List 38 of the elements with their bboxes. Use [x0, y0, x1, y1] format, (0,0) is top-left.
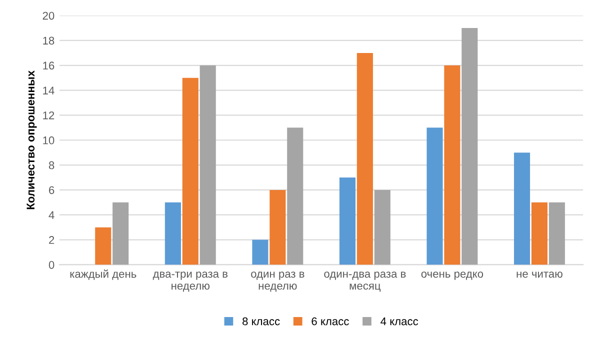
bar [444, 65, 460, 265]
y-tick-label: 20 [42, 12, 54, 20]
x-tick-label: каждый день [70, 269, 136, 280]
bar [95, 227, 112, 265]
bar [252, 240, 268, 265]
bar [182, 78, 198, 265]
x-tick-label: два-три раза в неделю [152, 272, 228, 292]
bar [514, 152, 530, 265]
y-tick-label: 6 [49, 186, 54, 194]
bar [356, 52, 373, 265]
bar [339, 178, 356, 265]
y-axis-title: Количество опрошенных [26, 70, 37, 210]
x-tick-label: очень редко [421, 272, 484, 280]
x-tick-label: не читаю [516, 272, 562, 278]
y-tick-label: 0 [48, 260, 54, 269]
y-tick-label: 12 [43, 111, 54, 120]
bar [287, 128, 304, 265]
x-tick-label: один-два раза в месяц [324, 272, 406, 292]
y-tick-label: 18 [43, 36, 54, 45]
y-tick-label: 4 [48, 211, 54, 219]
y-tick-label: 14 [43, 86, 54, 94]
bar [112, 202, 129, 265]
legend-label: 6 класс [312, 317, 349, 326]
bar [531, 202, 548, 265]
x-tick-label: один раз в неделю [251, 272, 304, 292]
bar [270, 190, 286, 265]
bar [426, 128, 443, 265]
bar [164, 202, 181, 265]
legend-label: 8 класс [242, 317, 280, 326]
legend-label: 4 класс [380, 318, 418, 326]
bar [374, 190, 390, 265]
y-tick-label: 2 [49, 236, 54, 244]
y-tick-label: 16 [43, 62, 54, 70]
bar [462, 28, 478, 265]
bar [548, 202, 565, 265]
y-tick-label: 8 [48, 161, 54, 170]
bar [200, 65, 216, 265]
y-tick-label: 10 [43, 136, 54, 144]
